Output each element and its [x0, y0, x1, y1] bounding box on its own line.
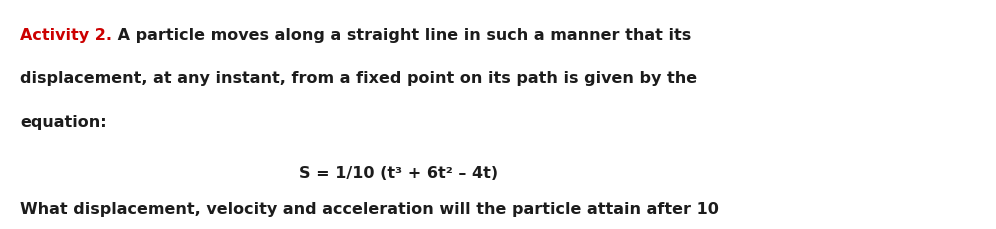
Text: A particle moves along a straight line in such a manner that its: A particle moves along a straight line i… [112, 27, 691, 42]
Text: equation:: equation: [20, 114, 107, 129]
Text: Activity 2.: Activity 2. [20, 27, 112, 42]
Text: displacement, at any instant, from a fixed point on its path is given by the: displacement, at any instant, from a fix… [20, 71, 697, 86]
Text: S = 1/10 (t³ + 6t² – 4t): S = 1/10 (t³ + 6t² – 4t) [299, 165, 498, 180]
Text: What displacement, velocity and acceleration will the particle attain after 10: What displacement, velocity and accelera… [20, 202, 719, 216]
